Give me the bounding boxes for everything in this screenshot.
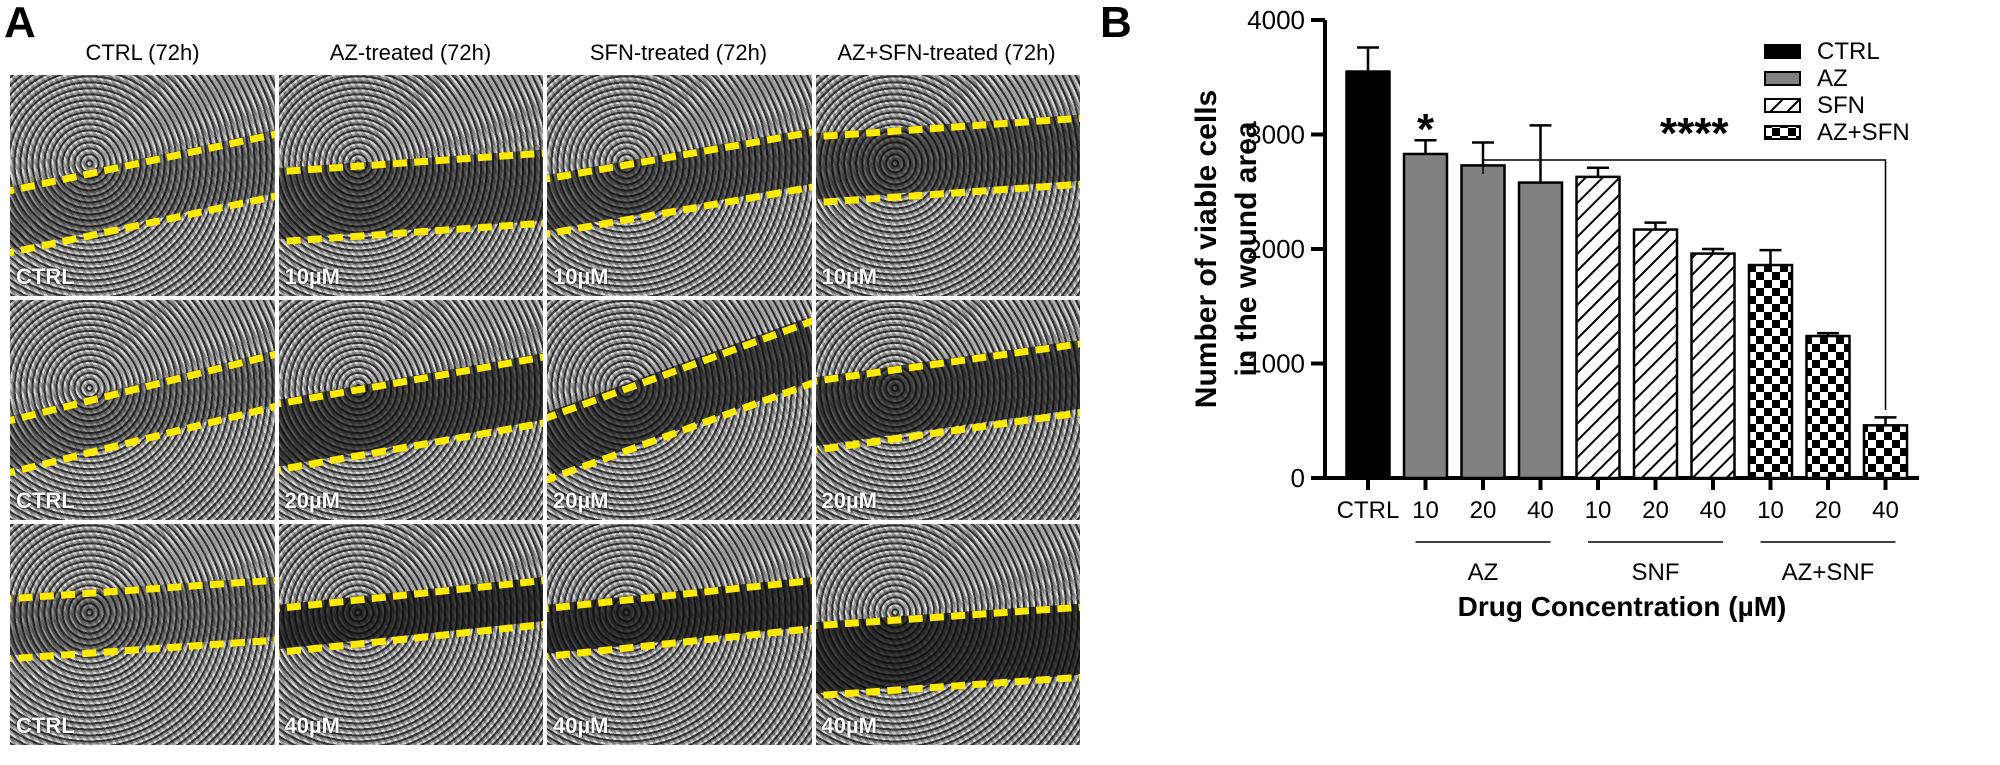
legend-label: CTRL [1817,38,1880,65]
bar-sfn [1690,252,1736,480]
panel-b: B 0 1000 2000 3000 4000 CTRL 10 20 40 10 20 40 10 20 4… [1100,0,2000,760]
cell-texture [10,75,275,296]
tile-label: 20µM [553,488,609,514]
tile-label: 10µM [284,263,340,289]
x-tick-label: 20 [1815,497,1842,524]
micrograph-tile: 40µM [815,524,1080,745]
x-tick-label: 20 [1642,497,1669,524]
bar-sfn [1632,228,1679,480]
micrograph-tile: CTRL [10,524,275,745]
chart-bars [1345,46,1909,480]
significance-star: * [1417,105,1435,154]
tile-label: 40µM [821,713,877,738]
x-tick-label: 10 [1757,497,1784,524]
legend-swatch [1764,44,1801,59]
group-label: AZ [1468,559,1499,586]
significance-stars: **** [1660,109,1729,158]
micrograph-tile: 20µM [547,299,812,521]
legend-label: AZ+SFN [1817,119,1910,146]
tile-label: 40µM [284,713,340,738]
micrograph-tile: 40µM [278,524,543,745]
bar-chart: 0 1000 2000 3000 4000 CTRL 10 20 40 10 20 40 10 20 40 A… [1190,5,1919,622]
tile-label: 40µM [553,713,609,738]
column-title-ctrl: CTRL (72h) [85,40,200,65]
y-axis-title: Number of viable cells in the wound area [1190,90,1263,408]
bar-sfn [1575,175,1621,480]
tile-label: 10µM [821,263,877,289]
legend-label: SFN [1817,92,1865,119]
cell-texture [10,524,275,745]
legend-swatch [1764,71,1801,86]
micrograph-tile: 40µM [547,524,812,745]
micrograph-tile: 10µM [815,75,1080,296]
micrograph-grid: CTRL 10µM 10µM 10µM CTRL 20µM 20µM 20µM CTRL 40µM… [10,75,1080,745]
y-tick-label: 2000 [1247,234,1305,264]
y-tick-label: 0 [1291,463,1305,493]
panel-a: A CTRL (72h) AZ-treated (72h) SFN-treate… [4,0,1080,745]
y-tick-label: 3000 [1247,120,1305,150]
micrograph-tile: 10µM [278,75,543,296]
bar-az [1517,181,1564,480]
x-axis-title: Drug Concentration (µM) [1458,591,1787,622]
bar-az-sfn [1747,263,1794,480]
chart-annotations: * **** [1417,105,1887,410]
bar-ctrl [1345,70,1391,480]
tile-label: 10µM [553,263,609,289]
panel-b-letter: B [1100,0,1132,47]
column-title-sfn: SFN-treated (72h) [589,40,768,65]
group-label: SNF [1632,559,1680,586]
micrograph-tile: CTRL [10,75,275,296]
bar-az-sfn [1805,334,1851,480]
significance-bracket [1482,159,1887,410]
bar-az [1402,152,1449,480]
x-tick-label: 10 [1585,497,1612,524]
group-label: AZ+SNF [1782,559,1875,586]
tile-label: 20µM [821,488,877,514]
micrograph-tile: CTRL [10,299,275,521]
x-tick-label: 40 [1527,497,1554,524]
legend-swatch [1764,125,1801,140]
tile-label: CTRL [16,263,75,289]
x-tick-label: 10 [1412,497,1439,524]
column-title-az: AZ-treated (72h) [329,40,492,65]
chart-axes: 0 1000 2000 3000 4000 CTRL 10 20 40 10 20 40 10 20 40 A… [1190,5,1919,622]
column-title-az-sfn: AZ+SFN-treated (72h) [837,40,1056,65]
x-tick-label: 40 [1872,497,1899,524]
legend-swatch [1764,98,1801,113]
micrograph-tile: 20µM [278,299,543,521]
cell-texture [10,299,275,521]
legend-label: AZ [1817,65,1848,92]
x-tick-label: 20 [1470,497,1497,524]
micrograph-tile: 10µM [547,75,812,296]
micrograph-tile: 20µM [815,299,1080,521]
tile-label: CTRL [16,713,75,738]
tile-label: 20µM [284,488,340,514]
bar-az-sfn [1862,424,1909,480]
y-tick-label: 4000 [1247,5,1305,35]
x-tick-label: CTRL [1337,497,1400,524]
bar-az [1460,164,1506,480]
panel-a-letter: A [4,0,36,47]
x-tick-label: 40 [1700,497,1727,524]
y-tick-label: 1000 [1247,349,1305,379]
tile-label: CTRL [16,488,75,514]
